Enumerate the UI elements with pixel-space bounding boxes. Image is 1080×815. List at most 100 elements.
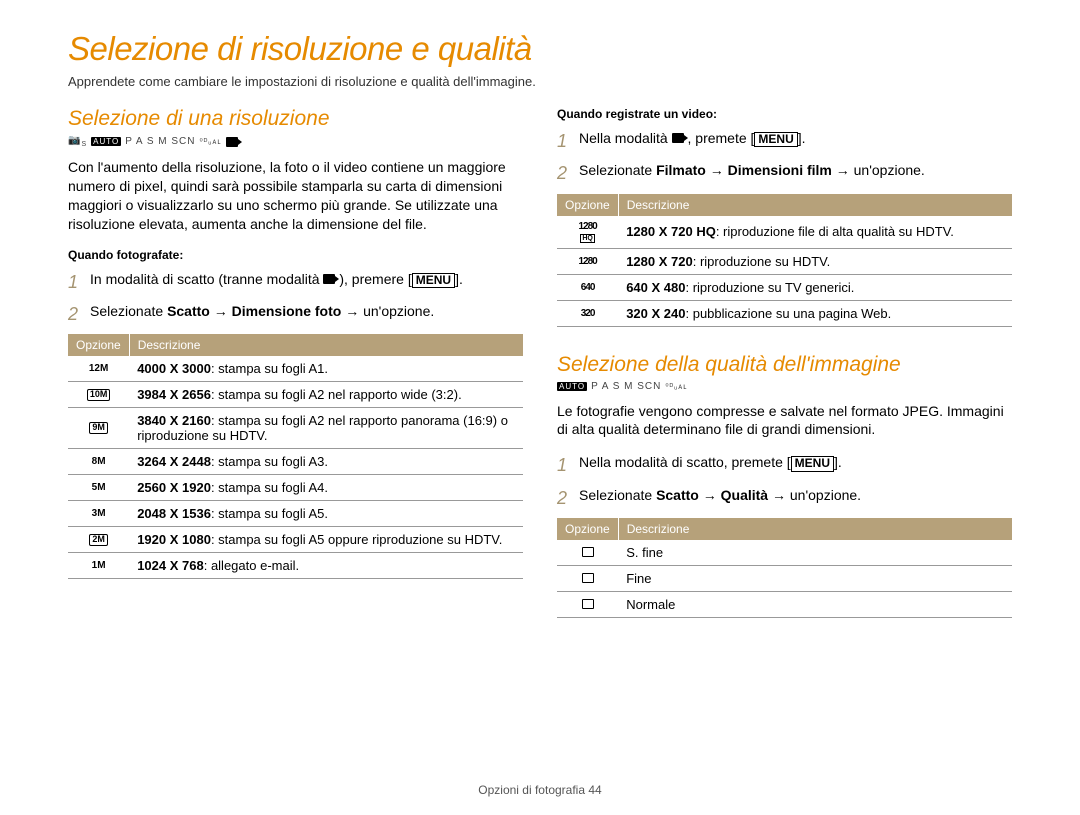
resolution-description: 3840 X 2160: stampa su fogli A2 nel rapp… bbox=[129, 408, 523, 449]
video-res-description: 640 X 480: riproduzione su TV generici. bbox=[618, 274, 1012, 300]
resolution-icon: 3M bbox=[68, 501, 129, 527]
table-row: 1280HQ 1280 X 720 HQ: riproduzione file … bbox=[557, 216, 1012, 249]
resolution-icon: 8M bbox=[68, 449, 129, 475]
subheading-video: Quando registrate un video: bbox=[557, 107, 1012, 121]
left-column: Selezione di una risoluzione 📷S AUTO P A… bbox=[68, 107, 523, 618]
arrow: → bbox=[210, 303, 232, 319]
table-header-option: Opzione bbox=[68, 334, 129, 356]
rt-step-2: 2 Selezionate Filmato → Dimensioni film … bbox=[557, 161, 1012, 185]
rb-step-2: 2 Selezionate Scatto → Qualità → un'opzi… bbox=[557, 486, 1012, 510]
table-header-description: Descrizione bbox=[129, 334, 523, 356]
rt-step2-end: → un'opzione. bbox=[832, 162, 925, 178]
table-row: 1M 1024 X 768: allegato e-mail. bbox=[68, 553, 523, 579]
step-number-2: 2 bbox=[557, 486, 573, 510]
step-number-1: 1 bbox=[557, 453, 573, 477]
step-number-2: 2 bbox=[68, 302, 84, 326]
rt-step1-b: , premete [ bbox=[688, 130, 755, 146]
dual-icon: ⁰ᴰᵤᴀʟ bbox=[200, 137, 222, 146]
rt-step-1: 1 Nella modalità , premete [MENU]. bbox=[557, 129, 1012, 153]
rb-step2-b3: Qualità bbox=[721, 487, 768, 503]
left-step-2: 2 Selezionate Scatto → Dimensione foto →… bbox=[68, 302, 523, 326]
resolution-icon: 1M bbox=[68, 553, 129, 579]
quality-table: Opzione Descrizione S. fine Fine Normale bbox=[557, 518, 1012, 618]
resolution-description: 3984 X 2656: stampa su fogli A2 nel rapp… bbox=[129, 382, 523, 408]
step2-text-a: Selezionate bbox=[90, 303, 167, 319]
step-number-1: 1 bbox=[557, 129, 573, 153]
video-res-description: 1280 X 720: riproduzione su HDTV. bbox=[618, 248, 1012, 274]
table-header-description: Descrizione bbox=[618, 518, 1012, 540]
table-row: Fine bbox=[557, 565, 1012, 591]
table-row: 12M 4000 X 3000: stampa su fogli A1. bbox=[68, 356, 523, 382]
resolution-icon: 2M bbox=[68, 527, 129, 553]
step-number-2: 2 bbox=[557, 161, 573, 185]
step2-bold-1: Scatto bbox=[167, 303, 210, 319]
menu-button-icon: MENU bbox=[754, 132, 797, 147]
mode-text: P A S M SCN bbox=[125, 136, 195, 147]
rt-step1-c: ]. bbox=[798, 130, 806, 146]
video-resolution-table: Opzione Descrizione 1280HQ 1280 X 720 HQ… bbox=[557, 194, 1012, 327]
resolution-description: 1920 X 1080: stampa su fogli A5 oppure r… bbox=[129, 527, 523, 553]
table-row: 8M 3264 X 2448: stampa su fogli A3. bbox=[68, 449, 523, 475]
rb-step-1: 1 Nella modalità di scatto, premete [MEN… bbox=[557, 453, 1012, 477]
step-number-1: 1 bbox=[68, 270, 84, 294]
mode-icons-left: 📷S AUTO P A S M SCN ⁰ᴰᵤᴀʟ bbox=[68, 135, 523, 148]
resolution-description: 1024 X 768: allegato e-mail. bbox=[129, 553, 523, 579]
step2-text-end: → un'opzione. bbox=[341, 303, 434, 319]
quality-label: Fine bbox=[618, 565, 1012, 591]
mode-text: P A S M SCN bbox=[591, 381, 661, 392]
video-res-description: 1280 X 720 HQ: riproduzione file di alta… bbox=[618, 216, 1012, 249]
menu-button-icon: MENU bbox=[791, 456, 834, 471]
right-column: Quando registrate un video: 1 Nella moda… bbox=[557, 107, 1012, 618]
table-row: Normale bbox=[557, 591, 1012, 617]
section-heading-resolution: Selezione di una risoluzione bbox=[68, 107, 523, 131]
arrow: → bbox=[699, 487, 721, 503]
resolution-icon: 10M bbox=[68, 382, 129, 408]
intro-text: Apprendete come cambiare le impostazioni… bbox=[68, 74, 1012, 89]
rt-step2-b3: Dimensioni film bbox=[728, 162, 832, 178]
table-row: 640 640 X 480: riproduzione su TV generi… bbox=[557, 274, 1012, 300]
smart-icon: 📷S bbox=[68, 135, 87, 148]
table-row: 2M 1920 X 1080: stampa su fogli A5 oppur… bbox=[68, 527, 523, 553]
resolution-description: 4000 X 3000: stampa su fogli A1. bbox=[129, 356, 523, 382]
table-header-description: Descrizione bbox=[618, 194, 1012, 216]
subheading-photo: Quando fotografate: bbox=[68, 248, 523, 262]
table-row: 10M 3984 X 2656: stampa su fogli A2 nel … bbox=[68, 382, 523, 408]
video-res-icon: 640 bbox=[557, 274, 618, 300]
video-res-icon: 1280HQ bbox=[557, 216, 618, 249]
video-icon bbox=[672, 133, 684, 143]
resolution-description: 2560 X 1920: stampa su fogli A4. bbox=[129, 475, 523, 501]
quality-icon bbox=[557, 565, 618, 591]
quality-label: Normale bbox=[618, 591, 1012, 617]
resolution-description: 3264 X 2448: stampa su fogli A3. bbox=[129, 449, 523, 475]
menu-button-icon: MENU bbox=[412, 273, 455, 288]
step1-text-a: In modalità di scatto (tranne modalità bbox=[90, 271, 323, 287]
rt-step2-a: Selezionate bbox=[579, 162, 656, 178]
table-row: 9M 3840 X 2160: stampa su fogli A2 nel r… bbox=[68, 408, 523, 449]
page-footer: Opzioni di fotografia 44 bbox=[0, 783, 1080, 797]
body-text-left: Con l'aumento della risoluzione, la foto… bbox=[68, 158, 523, 234]
dual-icon: ⁰ᴰᵤᴀʟ bbox=[665, 382, 687, 391]
rb-step2-end: → un'opzione. bbox=[768, 487, 861, 503]
photo-resolution-table: Opzione Descrizione 12M 4000 X 3000: sta… bbox=[68, 334, 523, 579]
resolution-description: 2048 X 1536: stampa su fogli A5. bbox=[129, 501, 523, 527]
rt-step2-b1: Filmato bbox=[656, 162, 706, 178]
table-header-option: Opzione bbox=[557, 518, 618, 540]
step1-text-b: ), premere [ bbox=[339, 271, 411, 287]
mode-icons-right: AUTO P A S M SCN ⁰ᴰᵤᴀʟ bbox=[557, 381, 1012, 392]
rb-step2-a: Selezionate bbox=[579, 487, 656, 503]
page-title: Selezione di risoluzione e qualità bbox=[68, 30, 1012, 68]
video-icon bbox=[323, 274, 335, 284]
table-row: 3M 2048 X 1536: stampa su fogli A5. bbox=[68, 501, 523, 527]
rb-step2-b1: Scatto bbox=[656, 487, 699, 503]
table-row: 5M 2560 X 1920: stampa su fogli A4. bbox=[68, 475, 523, 501]
left-step-1: 1 In modalità di scatto (tranne modalità… bbox=[68, 270, 523, 294]
resolution-icon: 9M bbox=[68, 408, 129, 449]
table-header-option: Opzione bbox=[557, 194, 618, 216]
auto-icon: AUTO bbox=[91, 137, 121, 146]
rt-step1-a: Nella modalità bbox=[579, 130, 672, 146]
table-row: 320 320 X 240: pubblicazione su una pagi… bbox=[557, 300, 1012, 326]
step1-text-c: ]. bbox=[455, 271, 463, 287]
rb-step1-a: Nella modalità di scatto, premete [ bbox=[579, 454, 791, 470]
resolution-icon: 5M bbox=[68, 475, 129, 501]
table-row: 1280 1280 X 720: riproduzione su HDTV. bbox=[557, 248, 1012, 274]
